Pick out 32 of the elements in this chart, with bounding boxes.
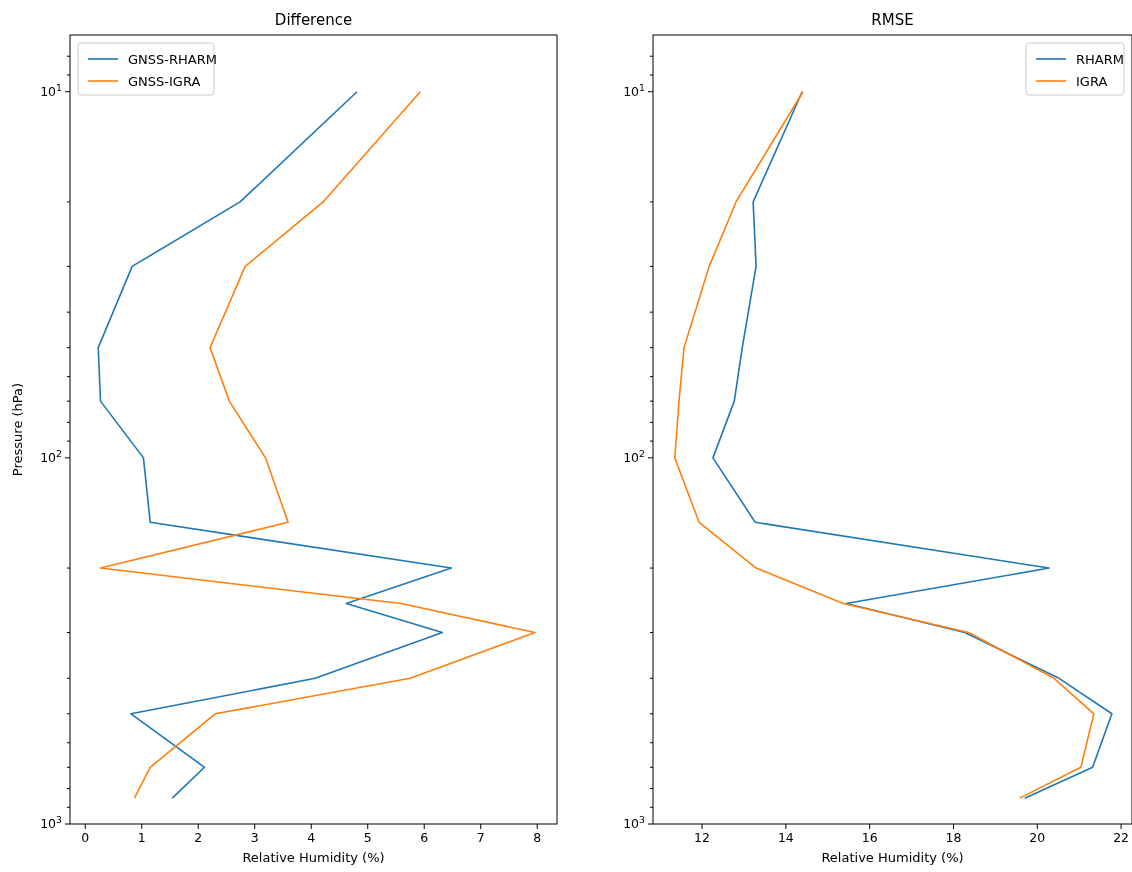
legend-label: GNSS-IGRA bbox=[128, 73, 201, 89]
x-tick-label: 1 bbox=[137, 830, 146, 845]
legend-label: GNSS-RHARM bbox=[128, 51, 217, 67]
x-axis-title: Relative Humidity (%) bbox=[821, 850, 964, 865]
y-tick-label: 10$^{1}$ bbox=[40, 81, 63, 100]
x-tick-label: 0 bbox=[81, 830, 90, 845]
x-tick-label: 7 bbox=[476, 830, 485, 845]
chart-title: Difference bbox=[274, 11, 353, 29]
x-tick-label: 2 bbox=[194, 830, 203, 845]
line-series bbox=[97, 90, 453, 799]
x-tick-label: 3 bbox=[250, 830, 259, 845]
y-tick-label: 10$^{3}$ bbox=[40, 813, 63, 832]
x-tick-label: 20 bbox=[1029, 830, 1046, 845]
x-tick-label: 14 bbox=[777, 830, 794, 845]
legend-label: IGRA bbox=[1076, 73, 1108, 89]
y-tick-label: 10$^{2}$ bbox=[40, 447, 63, 466]
x-tick-label: 8 bbox=[533, 830, 542, 845]
line-series bbox=[99, 90, 536, 799]
x-tick-label: 6 bbox=[420, 830, 429, 845]
x-tick-label: 5 bbox=[363, 830, 372, 845]
x-tick-label: 4 bbox=[307, 830, 316, 845]
x-tick-label: 12 bbox=[694, 830, 710, 845]
chart-title: RMSE bbox=[871, 11, 914, 29]
y-axis-title: Pressure (hPa) bbox=[10, 382, 25, 477]
x-tick-label: 16 bbox=[861, 830, 878, 845]
x-tick-label: 22 bbox=[1113, 830, 1130, 845]
y-tick-label: 10$^{2}$ bbox=[623, 447, 646, 466]
legend-label: RHARM bbox=[1076, 51, 1124, 67]
x-tick-label: 18 bbox=[945, 830, 962, 845]
x-axis-title: Relative Humidity (%) bbox=[242, 850, 385, 865]
y-tick-label: 10$^{1}$ bbox=[623, 81, 646, 100]
y-tick-label: 10$^{3}$ bbox=[623, 813, 646, 832]
